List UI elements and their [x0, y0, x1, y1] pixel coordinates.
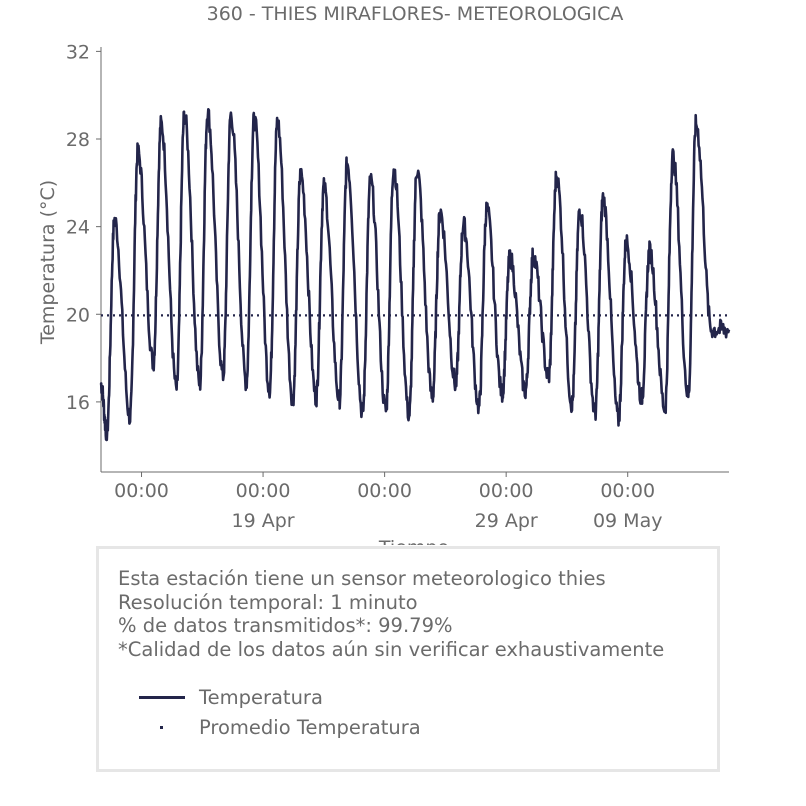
info-line-quality: *Calidad de los datos aún sin verificar …: [118, 637, 665, 661]
x-tick-label: 00:00: [600, 480, 655, 502]
x-tick-sublabel: 09 May: [593, 510, 663, 532]
info-lines: Esta estación tiene un sensor meteorolog…: [118, 567, 664, 661]
info-line-transmitted: % de datos transmitidos*: 99.79%: [118, 614, 453, 637]
y-tick-label: 32: [66, 41, 90, 63]
legend-line-swatch: [139, 690, 185, 704]
axes: [100, 47, 729, 473]
x-tick-label: 00:00: [236, 480, 291, 502]
x-tick-label: 00:00: [479, 480, 534, 502]
chart-title: 360 - THIES MIRAFLORES- METEOROLOGICA: [207, 3, 624, 25]
legend-dot-swatch: [139, 720, 185, 734]
x-axis-label: Tiempo: [378, 537, 449, 545]
x-tick-label: 00:00: [357, 480, 412, 502]
legend: Temperatura Promedio Temperatura: [139, 682, 421, 742]
legend-label-temperatura: Temperatura: [199, 685, 323, 709]
legend-item-temperatura: Temperatura: [139, 682, 421, 712]
series-layer: [99, 108, 731, 442]
x-tick-sublabel: 19 Apr: [232, 510, 295, 532]
y-axis-label: Temperatura (°C): [37, 180, 59, 345]
info-line-resolution: Resolución temporal: 1 minuto: [118, 590, 418, 614]
y-tick-label: 28: [66, 129, 90, 151]
x-tick-sublabel: 29 Apr: [475, 510, 538, 532]
legend-item-promedio: Promedio Temperatura: [139, 712, 421, 742]
x-tick-label: 00:00: [114, 480, 169, 502]
y-tick-label: 24: [66, 217, 90, 239]
info-box: Esta estación tiene un sensor meteorolog…: [96, 546, 720, 772]
temperature-chart: 360 - THIES MIRAFLORES- METEOROLOGICA 16…: [37, 3, 731, 545]
series-line-temperatura: [99, 108, 731, 442]
info-line-sensor: Esta estación tiene un sensor meteorolog…: [118, 567, 606, 590]
axis-ticks: 16 20 24 28 32 00:00 00:00 19 Apr 00:00 00:00 29 A…: [66, 41, 663, 532]
legend-label-promedio: Promedio Temperatura: [199, 715, 421, 739]
y-tick-label: 16: [66, 392, 90, 414]
y-tick-label: 20: [66, 304, 90, 326]
